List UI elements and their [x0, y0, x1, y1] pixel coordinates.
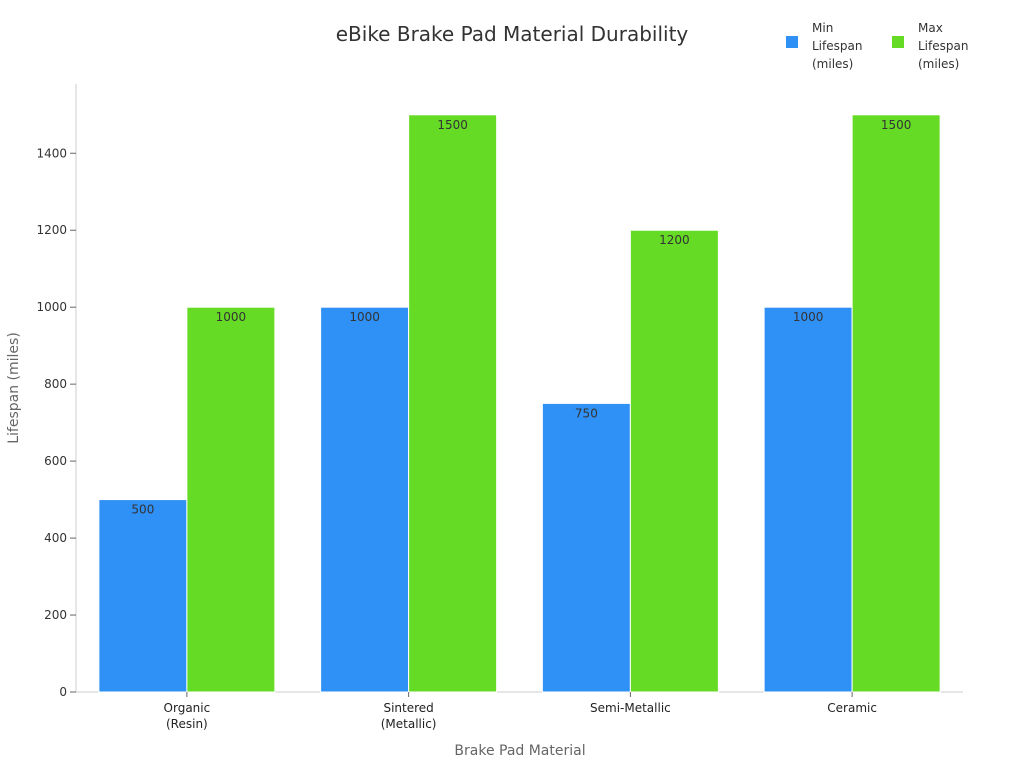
bar-min: [541, 402, 631, 693]
y-axis-title: Lifespan (miles): [6, 332, 22, 444]
legend-item-min: Min Lifespan (miles): [786, 19, 872, 73]
bar-max: [629, 229, 719, 693]
legend-swatch-min: [786, 36, 798, 48]
x-tick-label: Sintered (Metallic): [381, 701, 437, 731]
bar-value-label: 500: [131, 503, 154, 517]
y-tick-label: 1400: [36, 146, 67, 160]
legend-swatch-max: [892, 36, 904, 48]
bar-value-label: 750: [575, 406, 598, 420]
legend-label-min: Min Lifespan (miles): [812, 21, 863, 71]
y-tick-label: 0: [59, 685, 67, 699]
x-axis-title: Brake Pad Material: [454, 743, 585, 759]
bar-value-label: 1500: [437, 118, 468, 132]
bar-max: [408, 114, 498, 693]
x-tick-label: Ceramic: [827, 701, 877, 715]
bar-value-label: 1000: [216, 310, 247, 324]
y-tick-label: 800: [44, 377, 67, 391]
y-tick-label: 600: [44, 454, 67, 468]
y-tick-label: 1000: [36, 300, 67, 314]
legend-item-max: Max Lifespan (miles): [892, 19, 978, 73]
bar-max: [851, 114, 941, 693]
bar-max: [186, 306, 276, 693]
chart-title: eBike Brake Pad Material Durability: [335, 22, 689, 46]
bar-value-label: 1500: [881, 118, 912, 132]
bar-value-label: 1000: [793, 310, 824, 324]
y-tick-label: 400: [44, 531, 67, 545]
bar-min: [320, 306, 410, 693]
y-tick-label: 1200: [36, 223, 67, 237]
legend: Min Lifespan (miles) Max Lifespan (miles): [786, 19, 978, 73]
bar-value-label: 1000: [349, 310, 380, 324]
x-tick-label: Organic (Resin): [164, 701, 211, 731]
bar-value-label: 1200: [659, 233, 690, 247]
legend-label-max: Max Lifespan (miles): [918, 21, 969, 71]
bar-min: [763, 306, 853, 693]
y-tick-label: 200: [44, 608, 67, 622]
x-tick-label: Semi-Metallic: [590, 701, 671, 715]
bar-min: [98, 499, 188, 693]
